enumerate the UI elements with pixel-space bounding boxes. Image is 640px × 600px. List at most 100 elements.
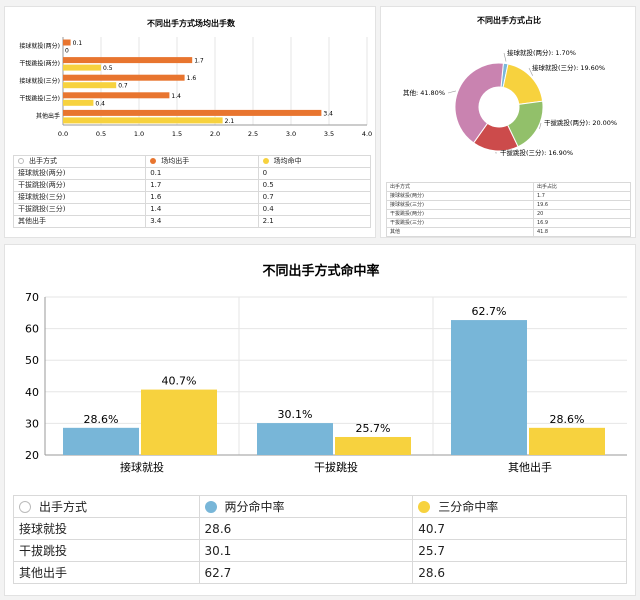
y-tick-label: 60 — [25, 323, 39, 336]
y-tick-label: 70 — [25, 291, 39, 304]
table-cell: 其他出手 — [13, 561, 200, 584]
bar — [529, 427, 605, 455]
bar-value-label: 28.6% — [550, 413, 585, 426]
y-category-label: 其他出手 — [36, 112, 60, 120]
table-cell: 干拔跳投(两分) — [386, 209, 534, 219]
x-tick-label: 1.0 — [134, 130, 144, 138]
table-cell: 其他出手 — [12, 215, 147, 228]
table-cell: 0.5 — [257, 179, 372, 192]
table-cell: 接球就投(两分) — [386, 191, 534, 201]
table-cell: 30.1 — [198, 539, 414, 562]
attempts-table: 出手方式 场均出手 场均命中 接球就投(两分) 0.1 0 干拔跳投(两分) 1.7 0.… — [12, 155, 372, 228]
slice-leader-line — [503, 52, 507, 62]
x-tick-label: 3.0 — [286, 130, 296, 138]
table-cell: 40.7 — [412, 517, 627, 540]
y-tick-label: 50 — [25, 354, 39, 367]
table-row: 干拔跳投(三分) 16.9 — [386, 218, 632, 228]
bar — [63, 74, 185, 81]
table-row: 干拔跳投(两分) 1.7 0.5 — [12, 179, 372, 192]
table-cell: 1.7 — [532, 191, 632, 201]
slice-label: 干拔跳投(两分): 20.00% — [544, 118, 617, 127]
bar — [63, 427, 139, 455]
bar — [63, 117, 223, 124]
x-category-label: 接球就投 — [120, 460, 164, 474]
bar-value-label: 30.1% — [278, 408, 313, 421]
x-tick-label: 0.5 — [96, 130, 106, 138]
table-row: 接球就投(三分) 1.6 0.7 — [12, 191, 372, 204]
bar-value-label: 40.7% — [162, 375, 197, 388]
bar-value-label: 1.7 — [194, 58, 204, 65]
table-cell: 28.6 — [198, 517, 414, 540]
bar-value-label: 0.4 — [95, 100, 105, 107]
chart-title: 不同出手方式场均出手数 — [147, 18, 236, 28]
table-row: 接球就投 28.6 40.7 — [13, 517, 627, 540]
table-cell: 62.7 — [198, 561, 414, 584]
table-row: 接球就投(两分) 1.7 — [386, 191, 632, 201]
table-cell: 41.8 — [532, 227, 632, 237]
table-cell: 25.7 — [412, 539, 627, 562]
table-row: 接球就投(两分) 0.1 0 — [12, 167, 372, 180]
x-tick-label: 1.5 — [172, 130, 182, 138]
x-category-label: 干拔跳投 — [314, 460, 358, 474]
attempts-table-header-makes: 场均命中 — [257, 155, 372, 168]
table-cell: 20 — [532, 209, 632, 219]
accuracy-table-body: 接球就投 28.6 40.7 干拔跳投 30.1 25.7 其他出手 62.7 28.6 — [13, 517, 627, 584]
slice-label: 接球就投(两分): 1.70% — [507, 48, 576, 57]
share-table-header-type: 出手方式 — [386, 182, 534, 192]
circle-icon — [19, 500, 31, 513]
bar-value-label: 3.4 — [323, 110, 333, 117]
table-cell: 0 — [257, 167, 372, 180]
table-cell: 3.4 — [145, 215, 259, 228]
bar — [63, 57, 193, 64]
bar — [141, 389, 217, 455]
bar-value-label: 0.7 — [118, 83, 128, 90]
bar-value-label: 0.1 — [73, 40, 83, 47]
share-table-header-share: 出手占比 — [532, 182, 632, 192]
table-cell: 0.4 — [257, 203, 372, 216]
accuracy-table-header-two: 两分命中率 — [198, 495, 414, 518]
donut-slice — [454, 62, 504, 144]
y-category-label: 接球就投(两分) — [19, 42, 60, 50]
x-tick-label: 3.5 — [324, 130, 334, 138]
table-cell: 28.6 — [412, 561, 627, 584]
table-row: 其他出手 62.7 28.6 — [13, 561, 627, 584]
attempts-table-header-attempts: 场均出手 — [145, 155, 259, 168]
table-row: 干拔跳投(三分) 1.4 0.4 — [12, 203, 372, 216]
table-cell: 1.6 — [145, 191, 259, 204]
bar — [63, 82, 117, 89]
attempts-chart-panel: 不同出手方式场均出手数 0.0 0.5 1.0 1.5 2.0 2.5 3.0 3.5 4.0 接球… — [4, 6, 376, 238]
bar — [63, 99, 94, 106]
bar-value-label: 0.5 — [103, 65, 113, 72]
bar — [257, 423, 333, 455]
accuracy-chart-panel: 不同出手方式命中率 20 30 40 50 60 70 接球就投 28.6% 40.7% 干拔跳投 3… — [4, 244, 636, 596]
table-cell: 19.6 — [532, 200, 632, 210]
x-tick-label: 4.0 — [362, 130, 372, 138]
chart-title: 不同出手方式占比 — [477, 15, 541, 25]
table-cell: 接球就投 — [13, 517, 200, 540]
table-row: 接球就投(三分) 19.6 — [386, 200, 632, 210]
table-cell: 1.4 — [145, 203, 259, 216]
accuracy-table-header-type: 出手方式 — [13, 495, 200, 518]
table-cell: 干拔跳投(三分) — [386, 218, 534, 228]
table-cell: 接球就投(三分) — [12, 191, 147, 204]
table-cell: 0.1 — [145, 167, 259, 180]
x-tick-label: 2.0 — [210, 130, 220, 138]
y-category-label: 接球就投(三分) — [19, 77, 60, 85]
bar-value-label: 1.6 — [187, 75, 197, 82]
table-cell: 接球就投(三分) — [386, 200, 534, 210]
bar — [63, 39, 71, 46]
yellow-dot-icon — [262, 158, 269, 164]
table-cell: 2.1 — [257, 215, 372, 228]
table-cell: 干拔跳投(三分) — [12, 203, 147, 216]
attempts-table-body: 接球就投(两分) 0.1 0 干拔跳投(两分) 1.7 0.5 接球就投(三分) 1.6 0.7… — [12, 167, 372, 228]
table-cell: 1.7 — [145, 179, 259, 192]
chart-title: 不同出手方式命中率 — [262, 263, 379, 279]
slice-label: 接球就投(三分): 19.60% — [532, 63, 605, 72]
table-cell: 其他 — [386, 227, 534, 237]
table-cell: 接球就投(两分) — [12, 167, 147, 180]
attempts-table-header-type: 出手方式 — [12, 155, 147, 168]
slice-label: 干拔跳投(三分): 16.90% — [500, 148, 573, 157]
table-cell: 16.9 — [532, 218, 632, 228]
table-row: 干拔跳投(两分) 20 — [386, 209, 632, 219]
